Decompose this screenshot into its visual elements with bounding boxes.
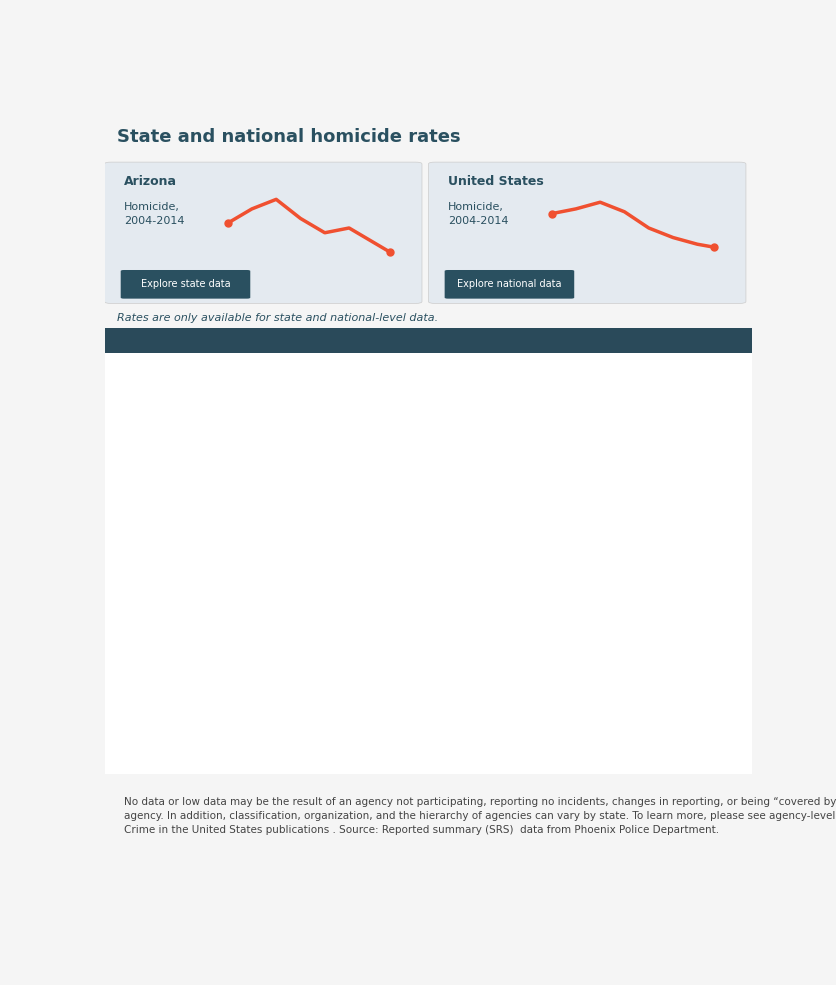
FancyBboxPatch shape — [120, 270, 250, 298]
Bar — [538, 523, 547, 544]
Text: 253: 253 — [685, 590, 716, 605]
Text: Homicide offenses reported by Phoenix Police
Department, 2004–2014: Homicide offenses reported by Phoenix Po… — [121, 343, 665, 388]
Text: In 2006, there were 253 reported offenses of homicide.
There were 93 cleared hom: In 2006, there were 253 reported offense… — [121, 469, 473, 539]
FancyBboxPatch shape — [534, 453, 630, 496]
Text: Reported: Reported — [555, 592, 606, 602]
Text: United States: United States — [448, 175, 543, 188]
Bar — [268, 689, 304, 700]
FancyBboxPatch shape — [445, 270, 574, 298]
Text: Explore national data: Explore national data — [457, 280, 562, 290]
Bar — [373, 678, 409, 700]
Bar — [634, 681, 670, 700]
FancyBboxPatch shape — [428, 163, 746, 303]
Bar — [268, 670, 304, 700]
Bar — [477, 682, 513, 700]
Bar — [529, 683, 566, 700]
Bar — [164, 674, 200, 700]
Bar — [425, 683, 461, 700]
Text: Offenses: Offenses — [659, 470, 708, 480]
FancyBboxPatch shape — [104, 163, 422, 303]
Text: State and national homicide rates: State and national homicide rates — [117, 128, 461, 146]
Text: Cleared: Cleared — [555, 529, 599, 539]
Text: Arizona: Arizona — [124, 175, 177, 188]
Text: 2006: 2006 — [555, 468, 599, 483]
Bar — [538, 587, 547, 607]
Text: No data or low data may be the result of an agency not participating, reporting : No data or low data may be the result of… — [124, 797, 836, 835]
Text: Download data: Download data — [135, 733, 229, 746]
Bar — [216, 672, 252, 700]
Text: ▾: ▾ — [614, 468, 621, 482]
Text: Total offenses reported by year: Total offenses reported by year — [121, 642, 342, 655]
Bar — [320, 672, 357, 700]
Text: Explore state data: Explore state data — [140, 280, 230, 290]
Text: Homicide,
2004-2014: Homicide, 2004-2014 — [124, 202, 185, 227]
Text: 93: 93 — [696, 526, 716, 541]
Text: Homicide,
2004-2014: Homicide, 2004-2014 — [448, 202, 508, 227]
Bar — [582, 683, 618, 700]
Text: Rates are only available for state and national-level data.: Rates are only available for state and n… — [117, 313, 439, 323]
Bar — [686, 683, 722, 700]
